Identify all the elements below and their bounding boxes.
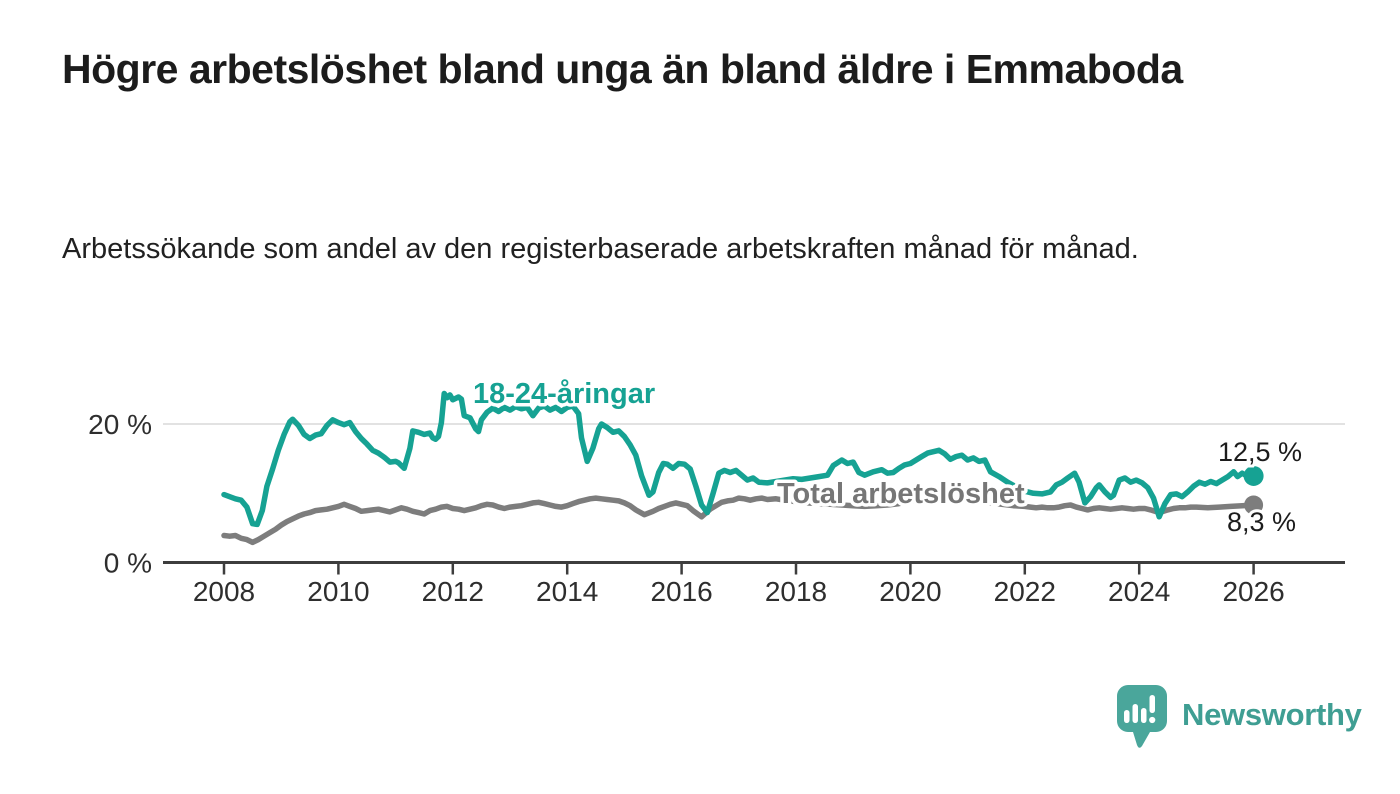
series-label-young: 18-24-åringar <box>473 378 655 410</box>
series-end-dot-total <box>1244 495 1264 515</box>
x-axis-tick-label: 2008 <box>193 576 255 607</box>
logo-bar-3 <box>1141 708 1147 723</box>
page-title: Högre arbetslöshet bland unga än bland ä… <box>62 46 1183 92</box>
y-axis-tick-label: 0 % <box>104 548 152 579</box>
series-end-value-young: 12,5 % <box>1218 437 1302 467</box>
logo-exclamation-dot <box>1149 716 1156 724</box>
x-axis-tick-label: 2012 <box>422 576 484 607</box>
series-end-dot-young <box>1243 465 1264 486</box>
y-axis-tick-label: 20 % <box>88 409 152 440</box>
series-line-total <box>221 493 1257 546</box>
x-axis-tick-label: 2024 <box>1108 576 1170 607</box>
x-axis-tick-label: 2010 <box>307 576 369 607</box>
newsworthy-bubble-icon <box>1117 685 1167 748</box>
x-axis-tick-label: 2022 <box>994 576 1056 607</box>
x-axis-tick-label: 2014 <box>536 576 598 607</box>
brand-name: Newsworthy <box>1182 697 1362 732</box>
x-axis-tick-label: 2026 <box>1222 576 1284 607</box>
series-line-young <box>221 390 1257 528</box>
x-axis-tick-label: 2020 <box>879 576 941 607</box>
series-end-value-total: 8,3 % <box>1227 507 1296 537</box>
x-axis-tick-label: 2016 <box>650 576 712 607</box>
page-subtitle: Arbetssökande som andel av den registerb… <box>62 233 1139 265</box>
logo-bar-1 <box>1124 710 1130 723</box>
logo-exclamation-bar <box>1149 695 1155 713</box>
x-axis-tick-label: 2018 <box>765 576 827 607</box>
newsworthy-logo: Newsworthy <box>1116 684 1362 750</box>
unemployment-line-chart: 0 % 20 % 2008 2010 2012 2014 2016 2018 2020 2022 2… <box>88 375 1345 607</box>
logo-bar-2 <box>1132 704 1138 723</box>
series-label-total: Total arbetslöshet <box>777 478 1025 510</box>
